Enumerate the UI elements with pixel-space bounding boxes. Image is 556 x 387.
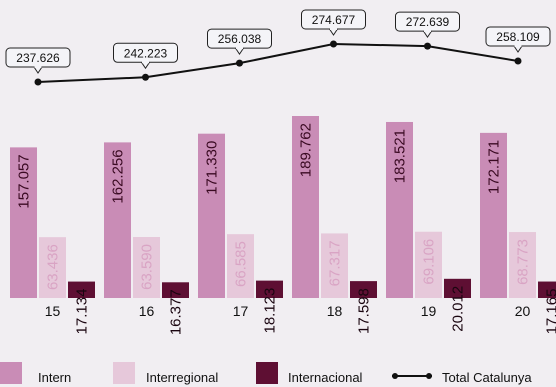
x-tick-19: 19 [421,303,437,319]
bar-internacional-18 [350,281,377,298]
bar-label-intern-16: 162.256 [110,149,127,203]
legend: Intern Interregional Internacional Total Ca… [0,362,532,385]
line-point-19 [424,42,431,50]
legend-swatch-intern [0,362,22,384]
callout-label-17: 256.038 [218,32,262,46]
legend-label-total-catalunya: Total Catalunya [442,370,532,385]
bar-internacional-20 [538,281,556,298]
bar-interregional-19 [415,231,442,298]
x-tick-20: 20 [515,303,531,319]
bar-interregional-16 [133,237,160,298]
bar-label-interregional-18: 67.317 [327,240,344,286]
legend-label-intern: Intern [38,370,71,385]
callout-20: 258.109 [485,26,551,53]
line-total-catalunya [37,42,519,83]
bar-intern-17 [198,133,225,298]
bar-label-interregional-15: 63.436 [45,244,62,290]
line-point-16 [142,73,149,81]
bar-internacional-15 [68,281,95,298]
bar-intern-18 [292,116,319,298]
legend-dot-right [426,373,432,379]
bar-label-interregional-17: 66.585 [233,241,250,287]
bar-label-internacional-15: 17.134 [74,289,91,335]
bar-label-interregional-16: 63.590 [139,244,156,290]
line-point-20 [514,57,522,65]
bar-internacional-17 [256,280,283,298]
bar-label-internacional-20: 17.165 [544,289,556,335]
callout-15: 237.626 [5,47,71,74]
bar-label-internacional-19: 20.012 [450,286,467,332]
bar-label-intern-17: 171.330 [204,141,221,195]
bar-intern-20 [480,132,507,298]
bar-label-internacional-18: 17.598 [356,288,373,334]
callout-19: 272.639 [395,11,460,38]
bar-intern-16 [104,142,131,298]
bar-interregional-18 [321,233,348,298]
legend-dot-left [392,373,398,379]
bar-label-internacional-17: 18.123 [262,288,279,334]
x-tick-18: 18 [327,303,343,319]
callout-16: 242.223 [113,42,178,70]
callout-label-19: 272.639 [406,15,450,29]
bar-label-intern-15: 157.057 [16,154,33,208]
bar-intern-19 [386,121,413,298]
line-point-18 [330,40,337,48]
line-layer: 237.626 242.223 256.038 274.677 272.639 258.1… [5,9,551,86]
callout-label-18: 274.677 [312,13,356,27]
callout-17: 256.038 [207,28,272,56]
legend-swatch-interregional [113,362,135,384]
legend-swatch-internacional [256,362,278,384]
callout-18: 274.677 [301,9,366,36]
callout-label-20: 258.109 [496,30,540,44]
x-tick-17: 17 [233,303,249,319]
bar-interregional-15 [39,237,66,298]
bar-label-intern-18: 189.762 [298,123,315,177]
bar-label-internacional-16: 16.377 [168,289,185,335]
bar-internacional-16 [162,282,189,298]
bar-label-intern-19: 183.521 [392,129,409,183]
x-tick-15: 15 [45,303,61,319]
bar-label-interregional-19: 69.106 [421,239,438,285]
x-tick-16: 16 [139,303,155,319]
legend-label-interregional: Interregional [146,370,218,385]
line-point-17 [236,59,243,67]
legend-label-internacional: Internacional [288,370,363,385]
bar-interregional-17 [227,234,254,298]
bar-intern-15 [10,147,37,298]
callout-label-16: 242.223 [124,46,168,60]
bars-layer: 157.057 63.436 17.134 162.256 63.590 16.377 17… [10,116,556,335]
callout-label-15: 237.626 [16,51,60,65]
bar-label-intern-20: 172.171 [486,140,503,194]
bar-internacional-19 [444,278,471,298]
bar-label-interregional-20: 68.773 [515,239,532,285]
x-axis-ticks: 15 16 17 18 19 20 [45,303,531,319]
bar-interregional-20 [509,232,536,298]
line-point-15 [34,78,42,86]
